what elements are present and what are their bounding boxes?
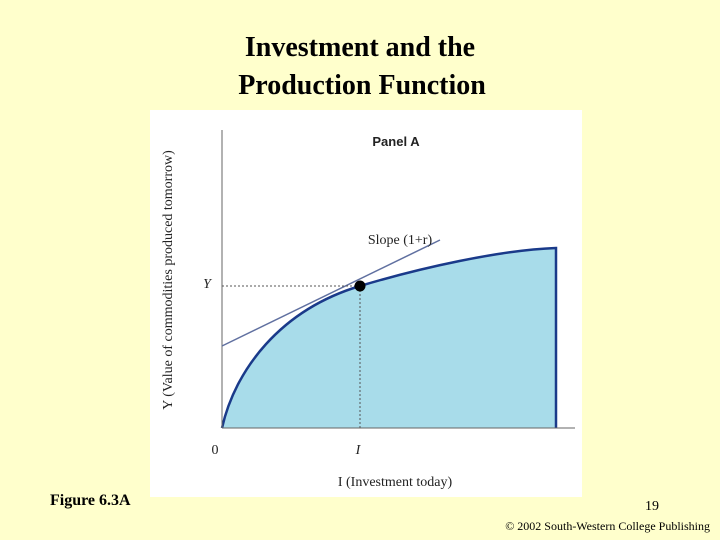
origin-label: 0 xyxy=(212,443,219,458)
tangent-point xyxy=(354,280,366,292)
figure-number: Figure 6.3A xyxy=(50,492,131,509)
title-line: Production Function xyxy=(238,70,486,101)
slope-label: Slope (1+r) xyxy=(368,233,433,248)
tangent-line xyxy=(221,239,441,347)
x-point-label: I xyxy=(355,443,362,458)
title-line: Investment and the xyxy=(245,32,475,63)
page-number: 19 xyxy=(645,499,659,514)
panel-label: Panel A xyxy=(372,134,420,149)
y-point-label: Y xyxy=(203,277,213,292)
production-area xyxy=(222,248,556,428)
y-axis-label: Y (Value of commodities produced tomorro… xyxy=(161,150,176,410)
x-axis-label: I (Investment today) xyxy=(338,475,453,490)
copyright: © 2002 South-Western College Publishing xyxy=(505,519,710,533)
